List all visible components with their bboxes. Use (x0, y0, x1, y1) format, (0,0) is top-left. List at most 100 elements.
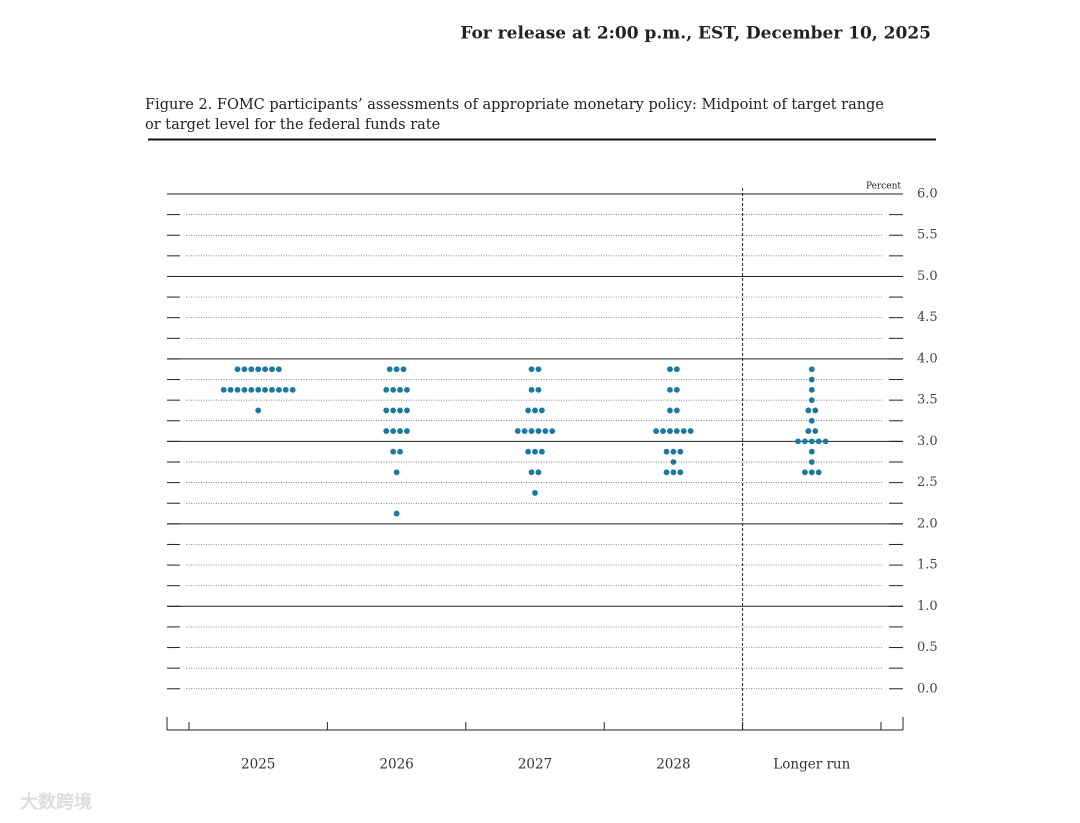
participant-dot (248, 366, 255, 373)
participant-dot (808, 376, 815, 383)
release-note: For release at 2:00 p.m., EST, December … (460, 24, 931, 44)
participant-dot (532, 448, 538, 455)
participant-dot (390, 428, 397, 434)
participant-dot (397, 386, 403, 393)
participant-dot (397, 407, 403, 414)
participant-dot (400, 366, 407, 373)
chart-title: or target level for the federal funds ra… (145, 117, 440, 133)
participant-dot (386, 366, 393, 373)
y-axis-label: Percent (866, 182, 901, 192)
participant-dot (808, 397, 815, 404)
participant-dot (383, 386, 390, 393)
participant-dot (680, 428, 687, 434)
participant-dot (822, 438, 829, 445)
participant-dot (805, 407, 812, 414)
participant-dot (528, 386, 535, 393)
y-tick-label: 5.0 (917, 269, 938, 284)
participant-dot (262, 366, 268, 373)
participant-dot (539, 448, 545, 455)
participant-dot (549, 428, 556, 434)
participant-dot (673, 386, 680, 393)
participant-dot (383, 428, 390, 434)
participant-dot (677, 448, 684, 455)
participant-dot (795, 438, 801, 445)
participant-dot (383, 407, 390, 414)
participant-dot (673, 366, 680, 373)
participant-dot (670, 469, 677, 476)
participant-dot (660, 428, 666, 434)
participant-dot (390, 386, 397, 393)
participant-dot (535, 386, 542, 393)
participant-dot (234, 386, 241, 393)
participant-dot (514, 428, 521, 434)
participant-dot (255, 407, 262, 414)
participant-dot (525, 407, 531, 414)
participant-dot (404, 407, 410, 414)
participant-dot (528, 469, 535, 476)
participant-dot (805, 428, 812, 434)
participant-dot (808, 366, 815, 373)
participant-dot (539, 407, 545, 414)
participant-dot (227, 386, 234, 393)
participant-dot (532, 407, 538, 414)
participant-dot (535, 428, 542, 434)
participant-dot (542, 428, 549, 434)
x-tick-label: 2028 (656, 757, 690, 773)
participant-dot (269, 366, 275, 373)
participant-dot (812, 407, 819, 414)
participant-dot (390, 448, 397, 455)
participant-dot (269, 386, 275, 393)
participant-dot (397, 448, 403, 455)
participant-dot (535, 366, 542, 373)
participant-dot (815, 469, 822, 476)
participant-dot (812, 428, 819, 434)
participant-dot (528, 366, 535, 373)
participant-dot (808, 448, 815, 455)
participant-dot (390, 407, 397, 414)
participant-dot (289, 386, 296, 393)
participant-dot (525, 448, 531, 455)
participant-dot (653, 428, 660, 434)
participant-dot (667, 428, 673, 434)
chart-title: Figure 2. FOMC participants’ assessments… (145, 97, 884, 113)
participant-dot (808, 417, 815, 424)
participant-dot (673, 407, 680, 414)
participant-dot (528, 428, 535, 434)
participant-dot (802, 469, 808, 476)
participant-dot (815, 438, 822, 445)
participant-dot (670, 448, 677, 455)
y-tick-label: 2.5 (917, 475, 938, 490)
participant-dot (397, 428, 403, 434)
x-tick-label: Longer run (773, 757, 850, 773)
participant-dot (667, 407, 673, 414)
participant-dot (262, 386, 268, 393)
y-tick-label: 4.5 (917, 310, 938, 325)
participant-dot (677, 469, 684, 476)
participant-dot (220, 386, 227, 393)
participant-dot (276, 366, 282, 373)
y-tick-label: 5.5 (917, 228, 938, 243)
participant-dot (808, 459, 815, 465)
participant-dot (667, 366, 673, 373)
participant-dot (393, 510, 400, 517)
participant-dot (802, 438, 808, 445)
participant-dot (234, 366, 241, 373)
participant-dot (667, 386, 673, 393)
participant-dot (241, 386, 248, 393)
participant-dot (663, 448, 670, 455)
x-tick-label: 2027 (518, 757, 552, 773)
participant-dot (241, 366, 248, 373)
y-tick-label: 0.5 (917, 640, 938, 655)
participant-dot (808, 438, 815, 445)
participant-dot (532, 490, 538, 496)
participant-dot (276, 386, 282, 393)
y-tick-label: 3.5 (917, 393, 938, 408)
y-tick-label: 3.0 (917, 434, 938, 449)
y-tick-label: 0.0 (917, 681, 938, 696)
participant-dot (673, 428, 680, 434)
participant-dot (521, 428, 528, 434)
participant-dot (248, 386, 255, 393)
y-tick-label: 6.0 (917, 187, 938, 202)
participant-dot (535, 469, 542, 476)
